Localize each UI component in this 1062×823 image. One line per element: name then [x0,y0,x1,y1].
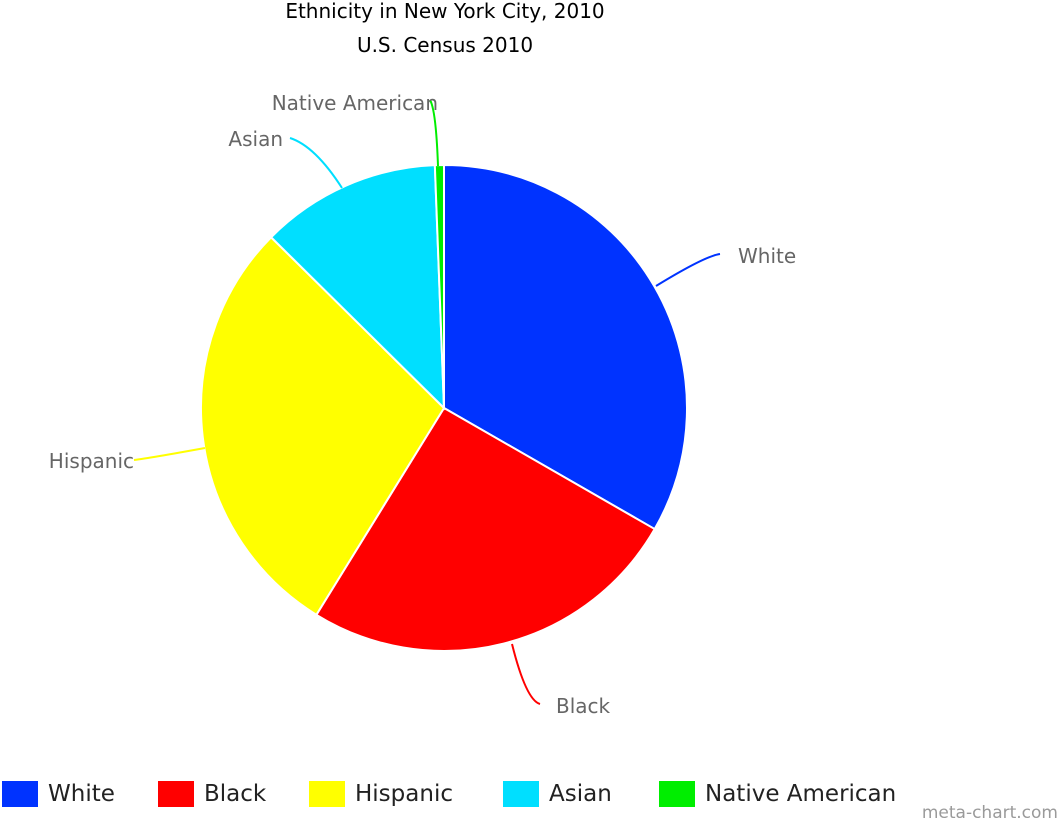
pie-slice-hispanic [200,235,446,617]
legend-item-native-american: Native American [659,777,896,811]
slice-label-black: Black [556,694,611,718]
leader-line-asian [289,137,343,189]
pie-slice-white [443,163,688,531]
legend-item-asian: Asian [503,777,612,811]
legend-item-white: White [2,777,115,811]
legend: White Black Hispanic Asian Native American [0,777,920,811]
legend-label: Hispanic [355,781,453,807]
legend-swatch [158,781,194,807]
pie-chart: White Black Hispanic Asian Native American [49,91,796,718]
pie-slice-black [315,406,657,652]
legend-swatch [503,781,539,807]
slice-label-white: White [738,244,796,268]
slice-label-hispanic: Hispanic [49,449,134,473]
legend-label: Native American [705,781,897,807]
credit-text: meta-chart.com [921,803,1058,823]
legend-label: White [48,781,115,807]
legend-label: Black [204,781,267,807]
legend-swatch [2,781,38,807]
legend-item-black: Black [158,777,266,811]
leader-line-hispanic [133,447,206,461]
leader-line-white [655,253,721,287]
pie-slice-native-american [433,163,445,409]
legend-swatch [659,781,695,807]
slice-label-asian: Asian [228,127,283,151]
slice-label-native-american: Native American [272,91,438,115]
chart-title: Ethnicity in New York City, 2010 [285,0,605,23]
legend-swatch [309,781,345,807]
leader-line-native-american [429,99,439,167]
legend-item-hispanic: Hispanic [309,777,453,811]
pie-slice-asian [269,164,446,411]
chart-subtitle: U.S. Census 2010 [356,33,534,57]
legend-label: Asian [549,781,612,807]
leader-line-black [511,643,541,705]
